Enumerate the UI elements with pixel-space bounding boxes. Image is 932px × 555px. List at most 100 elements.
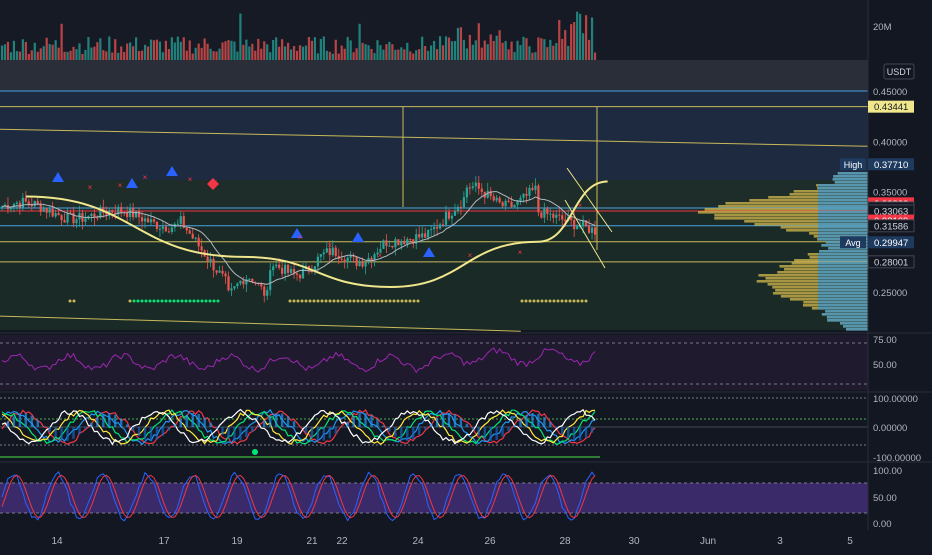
volume-bar (570, 24, 572, 60)
volume-bar (573, 22, 575, 60)
volume-bar (183, 37, 185, 60)
candle-body (364, 262, 366, 266)
candle-body (510, 202, 512, 207)
dot-marker (397, 300, 400, 303)
volume-bar (454, 41, 456, 60)
oscillator-histogram-bar (335, 427, 337, 434)
oscillator-histogram-bar (537, 414, 539, 427)
oscillator-histogram-bar (257, 426, 259, 427)
volume-bar (510, 42, 512, 60)
oscillator-histogram-bar (174, 424, 176, 427)
dot-marker (349, 300, 352, 303)
volume-profile-bar (838, 172, 868, 175)
svg-text:USDT: USDT (887, 67, 912, 77)
volume-bar (278, 47, 280, 60)
oscillator-histogram-bar (317, 427, 319, 441)
volume-bar (37, 52, 39, 60)
oscillator-histogram-bar (287, 416, 289, 427)
volume-bar (329, 52, 331, 60)
volume-bar (93, 47, 95, 60)
volume-bar (391, 44, 393, 60)
volume-bar (341, 46, 343, 60)
candle-body (421, 233, 423, 237)
volume-bar (403, 49, 405, 60)
volume-bar (61, 24, 63, 60)
candle-body (43, 208, 45, 212)
candle-body (552, 214, 554, 218)
oscillator-histogram-bar (60, 427, 62, 440)
oscillator-tick-label: 0.00000 (873, 423, 907, 434)
candle-body (61, 215, 63, 220)
candle-body (424, 233, 426, 237)
volume-bar (207, 44, 209, 60)
candle-body (505, 201, 507, 206)
volume-bar (40, 48, 42, 60)
volume-bar (585, 15, 587, 60)
dot-marker (161, 300, 164, 303)
candle-body (478, 183, 480, 189)
dot-marker (549, 300, 552, 303)
time-tick-label: 5 (847, 536, 853, 547)
volume-bar (347, 37, 349, 60)
oscillator-histogram-bar (293, 421, 295, 427)
volume-bar (198, 44, 200, 60)
candle-body (540, 212, 542, 217)
price-tick-label: 0.45000 (873, 87, 907, 98)
volume-bar (144, 45, 146, 60)
volume-bar (269, 52, 271, 60)
time-tick-label: 28 (559, 536, 571, 547)
oscillator-histogram-bar (394, 427, 396, 437)
candle-body (22, 198, 24, 208)
candle-body (49, 209, 51, 213)
dot-marker (353, 300, 356, 303)
volume-bar (516, 41, 518, 60)
volume-bar (344, 49, 346, 60)
oscillator-histogram-bar (358, 414, 360, 427)
volume-bar (135, 37, 137, 60)
candle-body (135, 211, 137, 217)
candle-body (147, 218, 149, 222)
candle-body (218, 271, 220, 273)
candle-body (451, 216, 453, 219)
candle-body (189, 230, 191, 233)
candle-body (156, 222, 158, 229)
oscillator-histogram-bar (138, 427, 140, 436)
candle-body (233, 286, 235, 288)
volume-bar (522, 37, 524, 60)
dot-marker (189, 300, 192, 303)
volume-bar (171, 37, 173, 60)
volume-bar (69, 51, 71, 60)
dot-marker (409, 300, 412, 303)
volume-bar (254, 51, 256, 60)
dot-marker (193, 300, 196, 303)
cross-marker: × (518, 248, 523, 257)
volume-profile-bar (818, 217, 868, 220)
candle-body (448, 212, 450, 219)
dot-marker (317, 300, 320, 303)
time-tick-label: 22 (336, 536, 348, 547)
dot-marker (341, 300, 344, 303)
volume-profile-bar (840, 322, 868, 325)
volume-bar (66, 52, 68, 60)
volume-bar (7, 42, 9, 60)
volume-bar (281, 39, 283, 60)
currency-badge[interactable]: USDT (884, 64, 914, 79)
volume-bar (126, 44, 128, 60)
candle-body (457, 207, 459, 211)
candle-body (162, 227, 164, 229)
candle-body (558, 215, 560, 216)
candle-body (546, 208, 548, 214)
volume-bar (221, 42, 223, 60)
volume-bar (370, 49, 372, 60)
oscillator-histogram-bar (102, 414, 104, 427)
volume-bar (242, 45, 244, 60)
volume-profile-bar (827, 319, 868, 322)
volume-bar (427, 51, 429, 60)
oscillator-histogram-bar (341, 427, 343, 428)
time-tick-label: 21 (306, 536, 318, 547)
candle-body (198, 238, 200, 247)
volume-profile-bar (818, 208, 868, 211)
